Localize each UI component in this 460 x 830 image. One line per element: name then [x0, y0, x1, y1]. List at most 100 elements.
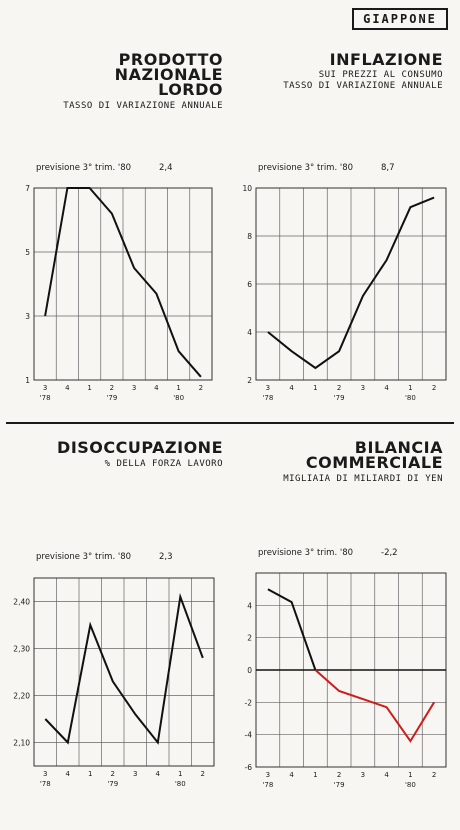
x-tick-label: 2 [201, 770, 205, 778]
year-label: '78 [40, 394, 51, 402]
year-label: '80 [405, 394, 416, 402]
y-tick-label: -4 [245, 731, 253, 740]
year-label: '79 [106, 394, 117, 402]
x-tick-label: 3 [43, 770, 47, 778]
inflation-subtitle-line: TASSO DI VARIAZIONE ANNUALE [283, 81, 443, 91]
x-tick-label: 1 [408, 384, 412, 392]
y-tick-label: 3 [25, 312, 30, 321]
forecast-value: 8,7 [381, 163, 395, 173]
series-line [44, 187, 202, 378]
x-tick-label: 3 [361, 771, 365, 779]
x-tick-label: 4 [156, 770, 161, 778]
unemployment-title: DISOCCUPAZIONE [20, 438, 223, 457]
x-tick-label: 1 [313, 384, 317, 392]
y-tick-label: 2,40 [13, 598, 30, 607]
gnp-title: PRODOTTO NAZIONALE LORDO [60, 50, 223, 99]
x-tick-label: 3 [266, 384, 270, 392]
section-divider [6, 422, 454, 424]
series-line [267, 196, 435, 370]
year-label: '78 [262, 781, 273, 789]
x-tick-label: 1 [87, 384, 91, 392]
year-label: '80 [175, 780, 186, 788]
forecast-value: 2,3 [159, 552, 173, 562]
x-tick-label: 1 [176, 384, 180, 392]
series-line [44, 592, 204, 745]
trade-title-line: BILANCIA [354, 438, 443, 457]
y-tick-label: 8 [247, 232, 252, 241]
trade-title-line: COMMERCIALE [305, 453, 443, 472]
x-tick-label: 2 [111, 770, 115, 778]
year-label: '78 [262, 394, 273, 402]
x-tick-label: 4 [384, 771, 389, 779]
inflation-title: INFLAZIONE [250, 50, 443, 69]
x-tick-label: 1 [313, 771, 317, 779]
gnp-title-line: PRODOTTO [118, 50, 223, 69]
y-tick-label: 1 [25, 376, 30, 385]
x-tick-label: 2 [110, 384, 114, 392]
y-tick-label: -6 [245, 763, 253, 772]
x-tick-label: 3 [133, 770, 137, 778]
gnp-title-line: LORDO [158, 80, 223, 99]
y-tick-label: 7 [25, 184, 30, 193]
x-tick-label: 3 [361, 384, 365, 392]
y-tick-label: 2 [247, 376, 252, 385]
series-line [314, 669, 435, 743]
y-tick-label: 5 [25, 248, 30, 257]
year-label: '78 [40, 780, 51, 788]
inflation-subtitle-line: SUI PREZZI AL CONSUMO [318, 70, 443, 80]
forecast-label: previsione 3° trim. '80 [36, 163, 131, 173]
x-tick-label: 2 [199, 384, 203, 392]
y-tick-label: 6 [247, 280, 252, 289]
x-tick-label: 4 [154, 384, 159, 392]
y-tick-label: 10 [242, 184, 252, 193]
plot-frame [33, 577, 215, 767]
y-tick-label: 4 [247, 328, 252, 337]
gnp-title-line: NAZIONALE [114, 65, 223, 84]
year-label: '80 [173, 394, 184, 402]
x-tick-label: 3 [43, 384, 47, 392]
x-tick-label: 2 [337, 771, 341, 779]
year-label: '79 [107, 780, 118, 788]
y-tick-label: 2,20 [13, 692, 30, 701]
x-tick-label: 4 [65, 384, 70, 392]
plot-frame [255, 187, 447, 381]
year-label: '79 [334, 394, 345, 402]
trade-chart: previsione 3° trim. '80 -2,2 -6 -4 -2 0 2 4 3 4 1 2… [245, 548, 447, 789]
inflation-chart: previsione 3° trim. '80 8,7 2 4 6 8 10 3 4 1 2 3 4 1 2… [242, 163, 447, 402]
x-tick-label: 3 [132, 384, 136, 392]
forecast-value: 2,4 [159, 163, 173, 173]
y-tick-label: 4 [247, 601, 252, 610]
x-tick-label: 1 [88, 770, 92, 778]
trade-heading: BILANCIA COMMERCIALE MIGLIAIA DI MILIARD… [250, 440, 443, 485]
forecast-label: previsione 3° trim. '80 [258, 163, 353, 173]
x-tick-label: 2 [432, 771, 436, 779]
x-tick-label: 2 [432, 384, 436, 392]
unemployment-subtitle: % DELLA FORZA LAVORO [104, 459, 223, 469]
year-label: '79 [334, 781, 345, 789]
unemployment-title-line: DISOCCUPAZIONE [57, 438, 223, 457]
year-label: '80 [405, 781, 416, 789]
x-tick-label: 4 [384, 384, 389, 392]
y-tick-label: 2 [247, 634, 252, 643]
inflation-heading: INFLAZIONE SUI PREZZI AL CONSUMO TASSO D… [250, 52, 443, 92]
x-tick-label: 4 [66, 770, 71, 778]
gnp-chart: previsione 3° trim. '80 2,4 1 3 5 7 3 4 1 2 3 4 1 2 '7… [25, 163, 213, 402]
inflation-title-line: INFLAZIONE [329, 50, 443, 69]
x-tick-label: 2 [337, 384, 341, 392]
trade-title: BILANCIA COMMERCIALE [250, 438, 443, 472]
country-label: GIAPPONE [352, 8, 448, 30]
forecast-value: -2,2 [381, 548, 398, 558]
plot-frame [33, 187, 213, 381]
trade-subtitle: MIGLIAIA DI MILIARDI DI YEN [283, 474, 443, 484]
forecast-label: previsione 3° trim. '80 [36, 552, 131, 562]
unemployment-chart: previsione 3° trim. '80 2,3 2,10 2,20 2,30 2,… [13, 552, 215, 788]
x-tick-label: 1 [178, 770, 182, 778]
x-tick-label: 4 [289, 771, 294, 779]
unemployment-heading: DISOCCUPAZIONE % DELLA FORZA LAVORO [20, 440, 223, 470]
gnp-heading: PRODOTTO NAZIONALE LORDO TASSO DI VARIAZ… [60, 52, 223, 112]
y-tick-label: 2,30 [13, 645, 30, 654]
inflation-subtitle: SUI PREZZI AL CONSUMO TASSO DI VARIAZION… [250, 70, 443, 92]
y-tick-label: -2 [245, 698, 253, 707]
gnp-subtitle: TASSO DI VARIAZIONE ANNUALE [63, 101, 223, 111]
series-line [267, 588, 317, 671]
